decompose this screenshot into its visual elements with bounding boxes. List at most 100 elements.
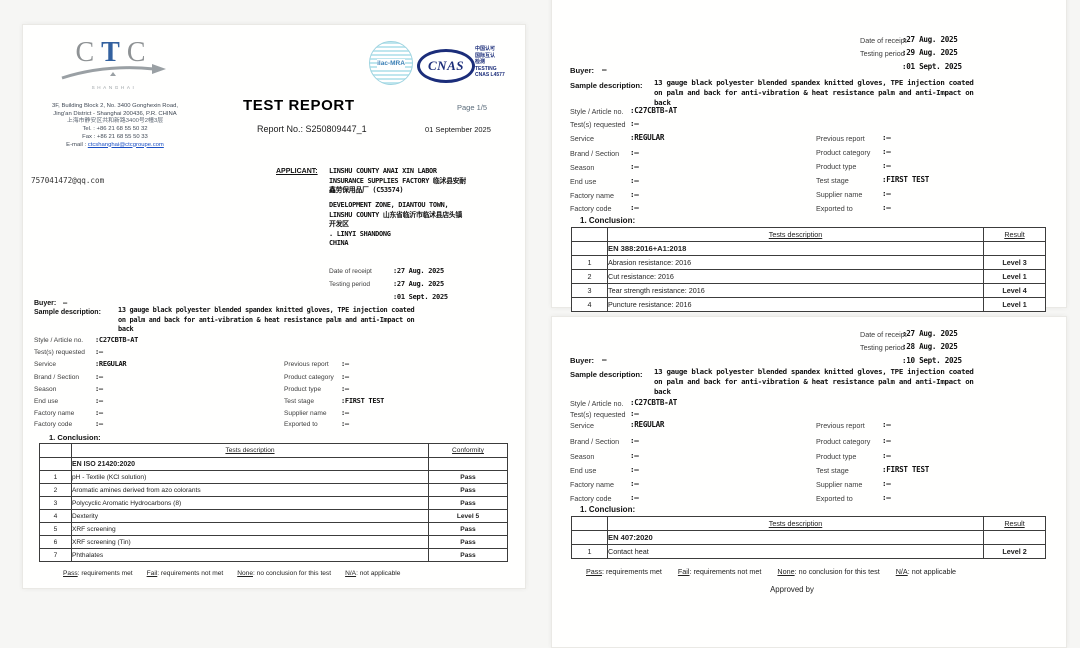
cell-result	[983, 241, 1046, 256]
cnas-cn-line-2: 国际互认	[475, 52, 496, 59]
applicant-name: LINSHU COUNTY ANAI XIN LABOR INSURANCE S…	[329, 167, 466, 196]
field-factory-name-value: :—	[95, 409, 103, 417]
cell-result: Level 1	[983, 269, 1046, 284]
table-standard-row: EN ISO 21420:2020	[39, 457, 508, 471]
cell-result: Pass	[428, 496, 508, 510]
report-page-2: Date of receipt :27 Aug. 2025 Testing pe…	[551, 0, 1067, 312]
conformity-header: Conformity	[452, 447, 484, 454]
legend-text: : no conclusion for this test	[253, 570, 332, 577]
field-tests-requested-label: Test(s) requested	[34, 349, 85, 356]
field-previous-report-label: Previous report	[284, 361, 329, 368]
date-of-receipt-label: Date of receipt	[860, 330, 907, 339]
field-exported-to-label: Exported to	[284, 421, 318, 428]
table-header-row: Tests description Result	[571, 516, 1046, 531]
cell-desc: Abrasion resistance: 2016	[607, 255, 984, 270]
scanned-test-report-view: { "brand_colors":{"ctc_blue":"#33619f","…	[22, 0, 1067, 648]
ctc-logo-sub: SHANGHAI	[91, 85, 137, 90]
cell-no	[571, 530, 608, 545]
cell-result: Level 5	[428, 509, 508, 523]
cell-desc: XRF screening (Tin)	[71, 535, 429, 549]
legend-text: : requirements met	[77, 570, 133, 577]
testing-period-label: Testing period	[860, 343, 905, 352]
testing-period-value-1: :29 Aug. 2025	[902, 48, 958, 57]
field-brand-section-label: Brand / Section	[570, 149, 620, 158]
header-cell-desc: Tests description	[71, 443, 429, 458]
field-end-use-value: :—	[630, 465, 639, 474]
field-factory-code-value: :—	[630, 203, 639, 212]
legend-term: Pass	[63, 570, 78, 577]
legend-term: N/A	[345, 570, 357, 577]
cell-no: 3	[571, 283, 608, 298]
table-row: 1 pH - Textile (KCl solution) Pass	[39, 470, 508, 484]
field-exported-to-label: Exported to	[816, 494, 853, 503]
field-season-label: Season	[570, 452, 595, 461]
legend-text: : no conclusion for this test	[794, 567, 880, 576]
report-date: 01 September 2025	[425, 125, 491, 134]
cnas-cn-line-1: 中国认可	[475, 46, 496, 52]
field-previous-report-value: :—	[882, 133, 891, 142]
field-service-value: :REGULAR	[630, 133, 665, 142]
sample-line-1: 13 gauge black polyester blended spandex…	[654, 367, 974, 376]
field-previous-report-value: :—	[882, 420, 891, 429]
cell-result: Level 2	[983, 544, 1046, 559]
legend-text: : not applicable	[356, 570, 401, 577]
ctc-letter-c1: C	[75, 37, 102, 68]
applicant-address-line-5: CHINA	[329, 239, 349, 248]
header-cell-no	[571, 227, 608, 242]
cell-result: Pass	[428, 535, 508, 549]
field-factory-name-label: Factory name	[570, 191, 614, 200]
field-end-use-label: End use	[34, 398, 59, 405]
header-cell-result: Result	[983, 227, 1046, 242]
buyer-value: —	[63, 299, 67, 307]
cnas-cn-line-3: 检测	[475, 59, 486, 66]
field-style-article-label: Style / Article no.	[570, 399, 624, 408]
cell-result: Pass	[428, 483, 508, 497]
ctc-letter-c2: C	[126, 37, 153, 68]
cell-result: Pass	[428, 522, 508, 536]
field-factory-code-label: Factory code	[570, 494, 612, 503]
report-number: Report No.: S250809447_1	[257, 124, 367, 134]
field-season-label: Season	[570, 163, 595, 172]
field-product-category-label: Product category	[816, 148, 871, 157]
sample-line-2: on palm and back for anti-vibration & he…	[118, 315, 415, 324]
field-product-type-value: :—	[882, 451, 891, 460]
ctc-address-block: 3F, Building Block 2, No. 3400 Gonghexin…	[29, 103, 201, 149]
cell-desc: Tear strength resistance: 2016	[607, 283, 984, 298]
result-header: Result	[1004, 230, 1025, 239]
legend-item: None: no conclusion for this test	[777, 567, 879, 576]
field-service-value: :REGULAR	[630, 420, 665, 429]
field-service-value: :REGULAR	[95, 360, 127, 368]
field-season-label: Season	[34, 386, 57, 393]
field-factory-code-value: :—	[630, 493, 639, 502]
field-product-category-value: :—	[341, 373, 349, 381]
legend-item: Fail: requirements not met	[147, 570, 224, 577]
testing-period-value-1: :27 Aug. 2025	[393, 280, 444, 288]
page-number: Page 1/5	[457, 103, 488, 112]
table-row: 2 Cut resistance: 2016 Level 1	[571, 269, 1046, 284]
applicant-address-line-3: 开发区	[329, 220, 349, 229]
field-product-type-label: Product type	[816, 162, 857, 171]
applicant-address: DEVELOPMENT ZONE, DIANTOU TOWN, LINSHU C…	[329, 201, 462, 249]
field-style-article-value: :C27CBTB-AT	[630, 398, 677, 407]
field-exported-to-label: Exported to	[816, 204, 853, 213]
applicant-name-line-3: 鑫劳保用品厂 (C53574)	[329, 186, 404, 195]
legend-item: Pass: requirements met	[63, 570, 133, 577]
cell-desc: Aromatic amines derived from azo coloran…	[71, 483, 429, 497]
field-previous-report-value: :—	[341, 360, 349, 368]
sample-line-1: 13 gauge black polyester blended spandex…	[654, 78, 974, 87]
field-tests-requested-value: :—	[630, 409, 639, 418]
buyer-value: —	[602, 355, 607, 364]
applicant-name-line-2: INSURANCE SUPPLIES FACTORY 临沭县安耐	[329, 176, 466, 185]
legend-text: : requirements not met	[689, 567, 762, 576]
sample-line-3: back	[654, 98, 671, 107]
field-brand-section-label: Brand / Section	[34, 374, 80, 381]
cnas-number: CNAS L4577	[475, 72, 505, 79]
tests-description-header: Tests description	[225, 447, 275, 454]
field-tests-requested-value: :—	[95, 348, 103, 356]
testing-period-value-1: :28 Aug. 2025	[902, 342, 958, 351]
field-exported-to-value: :—	[882, 493, 891, 502]
cell-result: Level 3	[983, 255, 1046, 270]
report-page-1: CTC SHANGHAI 3F, Building Block 2, No. 3…	[22, 24, 526, 589]
email-link[interactable]: ctcshanghai@ctcgroupe.com	[87, 141, 164, 148]
address-line-cn: 上海市静安区共和新路3400号2幢3层	[66, 118, 164, 125]
